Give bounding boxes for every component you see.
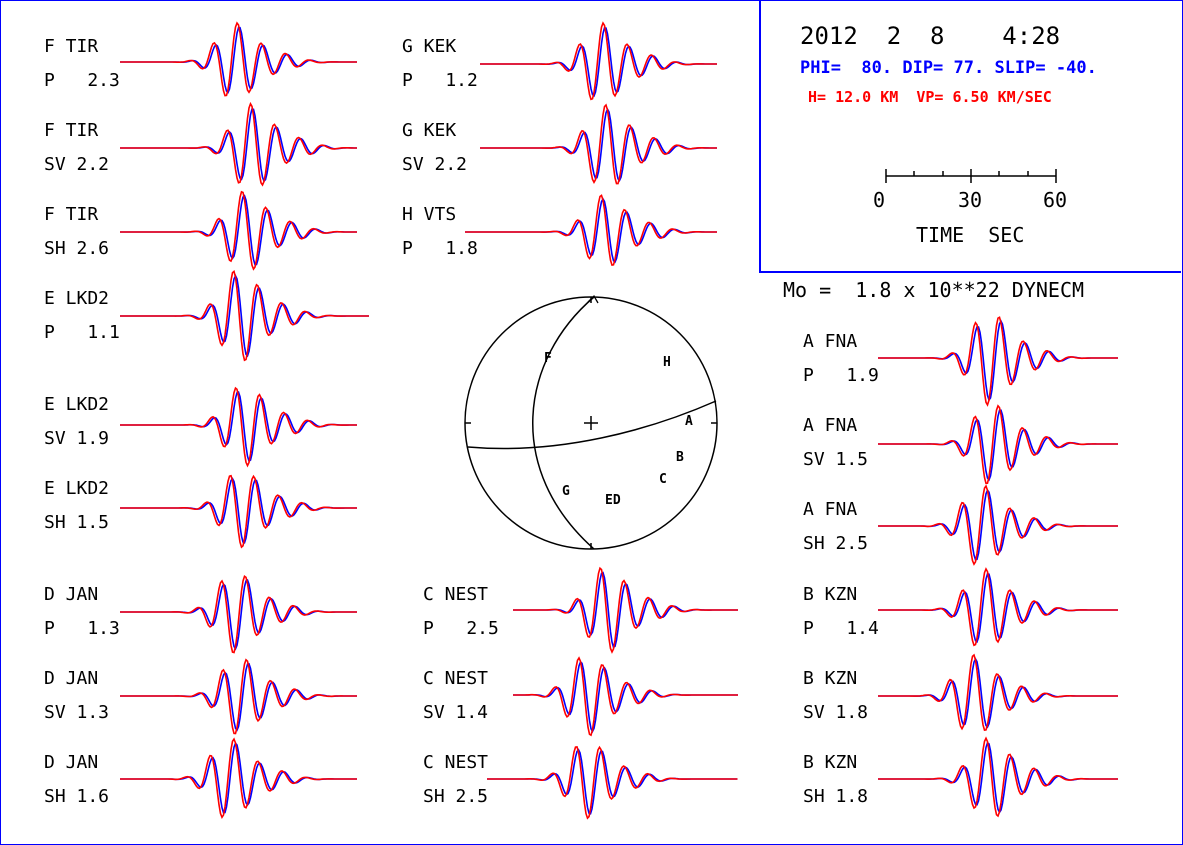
trace-phase-label: SH 2.5 [423,786,489,807]
trace-phase-label: SH 1.8 [803,786,869,807]
beachball-station-marks: F H A B C G ED [544,351,693,508]
station-mark: F [544,351,552,366]
synthetic-trace [120,21,357,97]
observed-trace [120,741,357,814]
trace-station-label: B KZN [803,584,858,605]
trace-station-label: F TIR [44,36,99,57]
trace-phase-label: P 1.3 [44,618,120,639]
observed-trace [120,26,357,94]
synthetic-trace [120,737,357,820]
depth-velocity: H= 12.0 KM VP= 6.50 KM/SEC [808,88,1052,106]
trace-station-label: B KZN [803,668,858,689]
trace-phase-label: SV 1.8 [803,702,869,723]
seismic-moment: Mo = 1.8 x 10**22 DYNECM [783,278,1085,302]
station-mark: A [685,414,693,429]
observed-trace [480,27,717,98]
synthetic-trace [480,103,717,185]
event-date: 2012 2 8 4:28 [800,22,1061,50]
trace-station-label: E LKD2 [44,394,110,415]
trace-station-label: A FNA [803,499,858,520]
info-panel [759,0,1181,273]
synthetic-trace [513,656,738,737]
trace-station-label: A FNA [803,331,858,352]
waveform-traces [120,21,1118,820]
trace-phase-label: P 2.5 [423,618,499,639]
trace-phase-label: SH 2.6 [44,238,110,259]
synthetic-trace [878,484,1118,566]
station-mark: ED [605,493,621,508]
station-mark: H [663,355,671,370]
trace-phase-label: SV 2.2 [44,154,110,175]
station-mark: C [659,472,667,487]
synthetic-trace [120,190,357,271]
synthetic-trace [878,316,1118,407]
trace-phase-label: P 1.4 [803,618,879,639]
observed-trace [487,748,738,815]
trace-phase-label: P 1.1 [44,322,120,343]
synthetic-trace [120,474,357,549]
trace-phase-label: SH 1.5 [44,512,110,533]
observed-trace [480,107,717,182]
trace-phase-label: P 1.9 [803,365,879,386]
trace-station-label: C NEST [423,584,489,605]
trace-station-label: D JAN [44,752,99,773]
trace-phase-label: SV 2.2 [402,154,468,175]
trace-phase-label: SV 1.5 [803,449,869,470]
observed-trace [878,488,1118,561]
synthetic-trace [513,566,738,654]
time-tick-30: 30 [958,188,983,212]
station-mark: G [562,484,570,499]
trace-station-label: C NEST [423,668,489,689]
synthetic-trace [120,269,369,362]
synthetic-trace [878,567,1118,647]
mechanism-parameters: PHI= 80. DIP= 77. SLIP= -40. [800,58,1097,78]
trace-station-label: F TIR [44,204,99,225]
trace-station-label: H VTS [402,204,457,225]
observed-trace [878,657,1118,729]
focal-mechanism-beachball [464,294,718,550]
trace-station-label: E LKD2 [44,288,110,309]
trace-phase-label: SH 2.5 [803,533,869,554]
trace-phase-label: SV 1.4 [423,702,489,723]
trace-phase-label: SV 1.3 [44,702,110,723]
trace-phase-label: P 1.2 [402,70,478,91]
trace-phase-label: SV 1.9 [44,428,110,449]
nodal-plane-1 [531,296,595,550]
trace-station-label: E LKD2 [44,478,110,499]
synthetic-trace [120,574,357,654]
trace-station-label: D JAN [44,668,99,689]
trace-station-label: C NEST [423,752,489,773]
synthetic-trace [120,386,357,468]
trace-phase-label: P 1.8 [402,238,478,259]
synthetic-trace [878,653,1118,731]
time-tick-0: 0 [873,188,886,212]
synthetic-trace [487,745,738,820]
observed-trace [878,741,1118,814]
observed-trace [878,319,1118,402]
trace-phase-label: SH 1.6 [44,786,110,807]
synthetic-trace [120,658,357,735]
trace-station-label: G KEK [402,120,457,141]
synthetic-trace [465,194,717,267]
time-scale-bar [885,169,1057,183]
synthetic-trace [878,404,1118,485]
trace-phase-label: P 2.3 [44,70,120,91]
nodal-plane-2 [467,400,717,450]
synthetic-trace [480,21,717,101]
time-tick-60: 60 [1043,188,1068,212]
synthetic-trace [878,736,1118,818]
trace-station-label: B KZN [803,752,858,773]
station-mark: B [676,450,684,465]
trace-station-label: A FNA [803,415,858,436]
time-axis-label: TIME SEC [916,223,1025,247]
trace-station-label: F TIR [44,120,99,141]
observed-trace [878,572,1118,644]
trace-station-label: G KEK [402,36,457,57]
synthetic-trace [120,101,357,187]
trace-station-label: D JAN [44,584,99,605]
